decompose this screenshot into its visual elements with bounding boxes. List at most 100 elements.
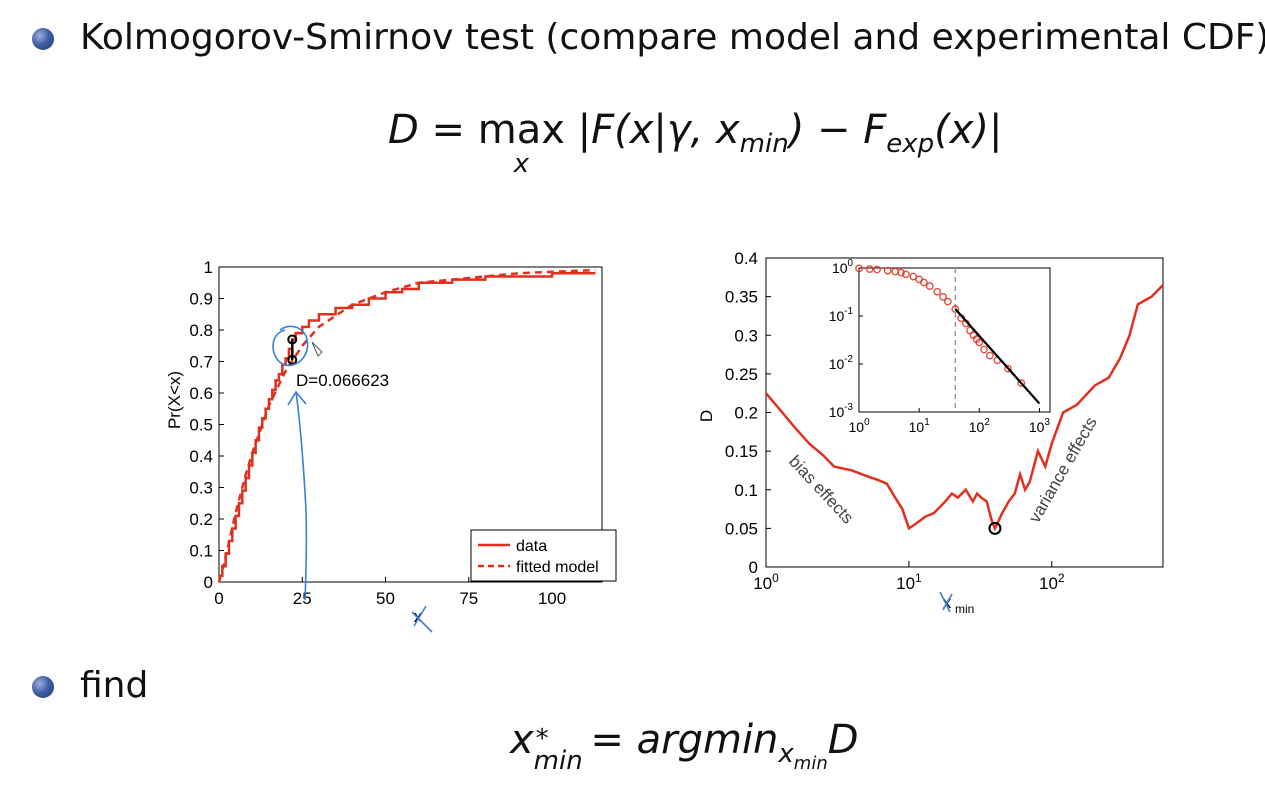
plot-frame [765, 257, 1164, 568]
formula-body-c: (x)| [934, 107, 1003, 153]
formula-sub-exp: exp [886, 129, 935, 160]
inset-x-tick-label: 100 [848, 417, 870, 435]
inset-data-point [957, 314, 966, 323]
inset-data-point [891, 267, 900, 276]
ks-distance-chart: 100 101 102 0 0.05 0.1 0.15 0.2 0.25 0.3 0.35 0.4 bi… [697, 249, 1164, 616]
inset-data-point [969, 331, 978, 340]
legend-label-fitted-model: fitted model [516, 559, 599, 576]
inset-data-point [972, 335, 981, 344]
formula2-argmin: argmin [636, 717, 779, 763]
y-tick-label: 0 [749, 558, 758, 577]
y-tick-label: 0.1 [734, 481, 758, 500]
inset-data-point [951, 305, 960, 313]
inset-data-point [1004, 364, 1012, 373]
formula2-x: x [510, 717, 534, 763]
x-tick-label: 0 [214, 589, 223, 608]
inset-frame [858, 267, 1051, 413]
x-tick-label: 50 [376, 589, 395, 608]
formula-body-b: ) − F [788, 107, 887, 153]
formula2-sup: * [535, 724, 549, 754]
x-axis-label: x [414, 607, 423, 626]
chart-legend: data fitted model [470, 529, 617, 582]
bullet-marker [32, 676, 54, 698]
formula2-eq: = [590, 717, 624, 763]
inset-data-point [939, 292, 947, 301]
x-tick-label: 75 [459, 589, 478, 608]
y-tick-label: 0.2 [189, 510, 213, 529]
inset-data-point [985, 351, 994, 360]
cursor-icon [311, 341, 323, 357]
variance-effects-annotation: variance effects [1025, 414, 1101, 526]
formula2-sub: min [533, 746, 583, 776]
inset-x-tick-label: 103 [1029, 417, 1051, 435]
inset-data-point [909, 272, 918, 281]
y-tick-label: 0.4 [734, 249, 758, 268]
plot-frame [218, 266, 603, 583]
y-tick-label: 0.3 [734, 326, 758, 345]
legend-box [470, 529, 617, 582]
formula2-sub-x: x [778, 739, 794, 770]
cdf-chart: 0 25 50 75 100 0 0.1 0.2 0.3 0.4 0.5 0.6 0.7 0.8 0.9 1 D… [165, 258, 617, 633]
series-data-line [219, 272, 596, 577]
inset-data-point [925, 282, 934, 290]
inset-data-point [966, 326, 974, 335]
ks-marker-bottom [287, 354, 298, 365]
x-tick-label: 25 [293, 589, 312, 608]
bullet-find: find [80, 665, 149, 706]
y-axis-label: Pr(X<x) [165, 371, 184, 429]
y-axis-label: D [697, 410, 716, 422]
series-d-line [765, 284, 1164, 532]
x-axis-label-sub: min [955, 602, 974, 616]
inset-data-point [873, 265, 882, 274]
inset-y-tick-label: 100 [832, 258, 854, 276]
inset-data-point [993, 356, 1002, 365]
inset-x-tick-label: 102 [969, 417, 990, 435]
formula-max-under: x [513, 149, 530, 179]
y-tick-label: 0.15 [725, 442, 758, 461]
inset-chart: 100 101 102 103 10-3 10-2 10-1 100 [829, 258, 1051, 435]
x-axis-label: x [943, 593, 952, 612]
series-fitted-model-line [217, 268, 596, 583]
bullet-marker [32, 28, 54, 50]
y-tick-label: 0.2 [734, 404, 758, 423]
inset-data-point [855, 264, 863, 273]
formula2-subsub-min: min [793, 753, 828, 775]
formula-sub-min: min [739, 129, 789, 160]
inset-data-point [919, 278, 928, 287]
y-tick-label: 0.25 [725, 365, 758, 384]
inset-data-point [897, 268, 905, 277]
ks-annotation: D=0.066623 [296, 371, 389, 390]
minimum-marker [988, 521, 1002, 535]
inset-data-point [865, 265, 874, 273]
y-tick-label: 0.1 [189, 542, 213, 561]
ink-circle [272, 325, 309, 367]
ink-arrow-shaft [295, 391, 308, 601]
bullet-kolmogorov-smirnov: Kolmogorov-Smirnov test (compare model a… [80, 17, 1265, 58]
x-tick-label: 100 [538, 589, 566, 608]
y-tick-label: 0.05 [725, 519, 758, 538]
y-tick-label: 0 [204, 573, 213, 592]
inset-x-tick-label: 101 [909, 417, 930, 435]
y-tick-label: 0.7 [189, 353, 213, 372]
bias-effects-annotation: bias effects [785, 452, 857, 528]
formula2-D: D [827, 717, 859, 763]
x-tick-label: 100 [753, 571, 779, 593]
inset-data-point [1017, 379, 1026, 388]
y-tick-label: 0.4 [189, 447, 213, 466]
x-tick-label: 102 [1039, 571, 1065, 593]
inset-y-tick-label: 10-1 [829, 306, 853, 324]
ks-marker-top [287, 334, 298, 345]
formula-D: D [388, 107, 419, 153]
inset-y-tick-label: 10-2 [829, 354, 853, 372]
y-tick-label: 0.3 [189, 479, 213, 498]
inset-y-tick-label: 10-3 [829, 402, 854, 420]
formula-max-op: max [477, 107, 565, 153]
argmin-formula: x * min = argminxminD [510, 718, 859, 786]
inset-data-point [883, 266, 892, 275]
inset-data-point [980, 345, 988, 354]
y-tick-label: 0.8 [189, 321, 213, 340]
x-tick-label: 101 [896, 571, 922, 593]
inset-data-point [943, 297, 952, 306]
ink-arrow-head [287, 390, 307, 406]
formula-eq: = [431, 107, 466, 153]
